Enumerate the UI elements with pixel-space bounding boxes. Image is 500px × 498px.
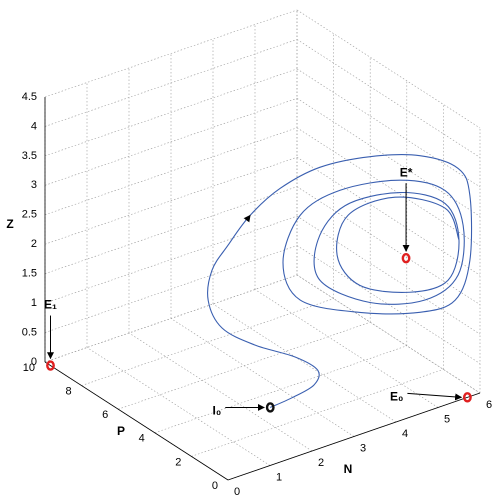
z-axis-label: Z — [6, 217, 13, 231]
z-tick-label: 1.5 — [22, 268, 37, 280]
grid-line — [44, 215, 298, 304]
grid-line — [81, 298, 334, 386]
grid-line — [212, 303, 397, 423]
point-label: E₁ — [44, 298, 57, 312]
z-tick-label: 4 — [31, 120, 37, 132]
x-tick-label: 4 — [402, 428, 408, 440]
z-tick-label: 0 — [31, 356, 37, 368]
grid-line — [296, 156, 481, 276]
y-tick-label: 8 — [65, 386, 71, 398]
grid-line — [44, 127, 298, 216]
grid-line — [296, 274, 481, 394]
grid-line — [296, 127, 481, 247]
y-tick-label: 0 — [212, 480, 218, 492]
annotation-arrow — [407, 392, 463, 401]
equilibrium-point — [46, 360, 55, 371]
x-tick-label: 0 — [234, 486, 240, 498]
y-axis-label: P — [117, 424, 125, 438]
grid-line — [44, 156, 298, 245]
grid-line — [170, 318, 355, 437]
point-label: I₀ — [212, 404, 221, 418]
equilibrium-point — [401, 253, 411, 264]
axis-line — [44, 361, 229, 481]
grid-line — [296, 98, 481, 217]
x-tick-label: 5 — [444, 413, 450, 425]
x-axis-label: N — [344, 462, 353, 476]
z-tick-label: 0.5 — [22, 326, 37, 338]
axis-line — [227, 392, 481, 481]
grid-line — [44, 274, 298, 363]
grid-line — [296, 215, 481, 335]
y-tick-label: 2 — [175, 456, 181, 468]
grid-line — [44, 245, 298, 333]
equilibrium-point — [265, 402, 275, 413]
grid-line — [296, 186, 481, 305]
grid-line — [44, 39, 298, 127]
y-tick-label: 4 — [139, 433, 145, 445]
grid-line — [254, 289, 439, 408]
z-tick-label: 3 — [31, 179, 37, 191]
grid-line — [128, 332, 313, 452]
grid-line — [86, 347, 271, 466]
grid-line — [296, 9, 481, 129]
z-tick-label: 3.5 — [22, 150, 37, 162]
grid-line — [44, 186, 298, 274]
grid-line — [118, 321, 371, 410]
grid-line — [44, 9, 298, 98]
point-label: E₀ — [390, 390, 403, 404]
equilibrium-point — [462, 392, 472, 403]
grid-line — [296, 68, 481, 188]
x-tick-label: 1 — [276, 471, 282, 483]
grid-line — [44, 68, 298, 157]
trajectory — [207, 154, 473, 408]
grid-line — [154, 345, 407, 434]
z-tick-label: 4.5 — [22, 91, 37, 103]
z-tick-label: 2 — [31, 238, 37, 250]
z-tick-label: 1 — [31, 297, 37, 309]
y-tick-label: 10 — [23, 362, 35, 374]
x-tick-label: 6 — [486, 399, 492, 411]
grid-line — [191, 369, 444, 457]
grid-line — [296, 39, 481, 158]
grid-line — [44, 98, 298, 186]
y-tick-label: 6 — [102, 409, 108, 421]
x-tick-label: 2 — [318, 457, 324, 469]
z-tick-label: 2.5 — [22, 209, 37, 221]
point-label: E* — [400, 165, 413, 179]
x-tick-label: 3 — [360, 442, 366, 454]
